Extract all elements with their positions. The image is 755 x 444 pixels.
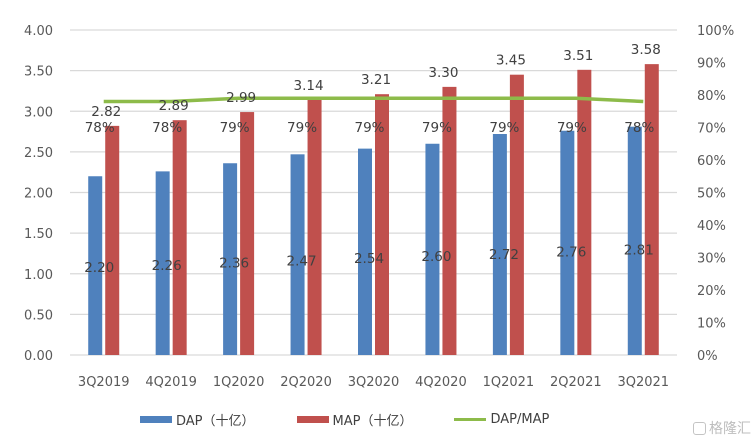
y-left-tick-label: 3.00 [24, 105, 53, 120]
bar-dap [223, 163, 238, 355]
data-label-map: 3.58 [631, 42, 661, 58]
bar-dap [425, 143, 440, 355]
bar-dap [155, 171, 170, 355]
x-tick-label: 1Q2020 [213, 375, 265, 390]
legend-swatch-dap [140, 416, 172, 423]
data-label-dap: 2.47 [287, 253, 317, 269]
data-label-ratio: 79% [489, 120, 519, 136]
watermark-text: 格隆汇 [709, 421, 751, 437]
bar-map [172, 120, 187, 355]
right-axis-ticks: 0% 10% 20% 30% 40% 50% 60% 70% 80% 90% 100% [697, 24, 734, 364]
y-left-tick-label: 1.50 [24, 227, 53, 242]
y-right-tick-label: 50% [697, 187, 726, 202]
x-tick-label: 2Q2021 [550, 375, 602, 390]
bars [88, 64, 659, 355]
data-label-ratio: 78% [85, 120, 115, 136]
y-left-tick-label: 1.00 [24, 268, 53, 283]
bar-dap [88, 176, 103, 355]
data-label-map: 2.89 [159, 98, 189, 114]
y-right-tick-label: 30% [697, 252, 726, 267]
data-label-dap: 2.76 [556, 245, 586, 261]
x-tick-label: 3Q2020 [348, 375, 400, 390]
bar-map [307, 99, 322, 355]
data-label-ratio: 79% [557, 120, 587, 136]
data-label-dap: 2.72 [489, 247, 519, 263]
data-label-ratio: 79% [422, 120, 452, 136]
data-label-dap: 2.26 [152, 258, 182, 274]
y-right-tick-label: 100% [697, 24, 734, 39]
x-tick-label: 4Q2020 [415, 375, 467, 390]
y-left-tick-label: 2.00 [24, 187, 53, 202]
data-label-map: 3.51 [563, 48, 593, 64]
y-right-tick-label: 10% [697, 317, 726, 332]
y-left-tick-label: 0.50 [24, 308, 53, 323]
bar-map [442, 86, 457, 355]
data-label-map: 2.99 [226, 90, 256, 106]
y-right-tick-label: 90% [697, 57, 726, 72]
y-right-tick-label: 60% [697, 154, 726, 169]
y-right-tick-label: 20% [697, 284, 726, 299]
bar-dap [627, 126, 642, 355]
legend-label-dap: DAP（十亿） [176, 414, 255, 429]
bar-map [644, 64, 659, 355]
legend-label-map: MAP（十亿） [332, 414, 413, 429]
left-axis-ticks: 0.00 0.50 1.00 1.50 2.00 2.50 3.00 3.50 4.00 [24, 24, 53, 364]
ratio-line [103, 96, 644, 104]
data-labels: 2.20 2.82 2.26 2.89 2.36 2.99 2.47 3.14 2.54 3.21… [84, 42, 661, 276]
x-tick-label: 3Q2019 [78, 375, 130, 390]
watermark-logo-icon [693, 421, 706, 435]
y-left-tick-label: 0.00 [24, 349, 53, 364]
bar-map [240, 112, 255, 355]
y-right-tick-label: 80% [697, 89, 726, 104]
bar-map [509, 74, 524, 355]
bar-map [105, 125, 120, 355]
y-right-tick-label: 0% [697, 349, 718, 364]
bar-dap [358, 148, 372, 355]
y-right-tick-label: 40% [697, 219, 726, 234]
line-dap-map [103, 96, 644, 104]
x-tick-label: 2Q2020 [280, 375, 332, 390]
y-left-tick-label: 2.50 [24, 146, 53, 161]
bar-dap [492, 134, 507, 355]
legend-swatch-ratio [454, 418, 487, 421]
data-label-map: 3.45 [496, 53, 526, 69]
y-left-tick-label: 3.50 [24, 65, 53, 80]
y-left-tick-label: 4.00 [24, 24, 53, 39]
legend-item-dap[interactable]: DAP（十亿） [140, 410, 255, 429]
legend-swatch-map [296, 416, 329, 423]
data-label-map: 3.30 [428, 65, 458, 81]
bar-dap [290, 154, 305, 355]
data-label-ratio: 79% [354, 120, 384, 136]
data-label-ratio: 78% [624, 120, 654, 136]
data-label-dap: 2.36 [219, 256, 249, 272]
data-label-dap: 2.60 [421, 249, 451, 265]
data-label-ratio: 78% [152, 120, 182, 136]
legend-item-ratio[interactable]: DAP/MAP [454, 412, 549, 427]
legend: DAP（十亿） MAP（十亿） DAP/MAP [140, 410, 591, 429]
y-right-tick-label: 70% [697, 122, 726, 137]
watermark: 格隆汇 [693, 418, 751, 438]
data-label-dap: 2.81 [624, 242, 654, 258]
legend-label-ratio: DAP/MAP [490, 412, 550, 427]
data-label-dap: 2.54 [354, 251, 384, 267]
gridlines [70, 29, 677, 356]
bar-map [577, 69, 592, 355]
x-tick-label: 4Q2019 [145, 375, 197, 390]
data-label-ratio: 79% [220, 120, 250, 136]
bar-map [375, 94, 389, 355]
data-label-ratio: 79% [287, 120, 317, 136]
data-label-dap: 2.20 [84, 260, 114, 276]
x-tick-label: 3Q2021 [617, 375, 669, 390]
x-axis-ticks: 3Q2019 4Q2019 1Q2020 2Q2020 3Q2020 4Q2020 1Q20… [78, 375, 669, 390]
data-label-map: 3.21 [361, 72, 391, 88]
data-label-map: 2.82 [91, 104, 121, 120]
data-label-map: 3.14 [294, 78, 324, 94]
legend-item-map[interactable]: MAP（十亿） [296, 410, 413, 429]
bar-dap [560, 130, 575, 355]
x-tick-label: 1Q2021 [483, 375, 535, 390]
